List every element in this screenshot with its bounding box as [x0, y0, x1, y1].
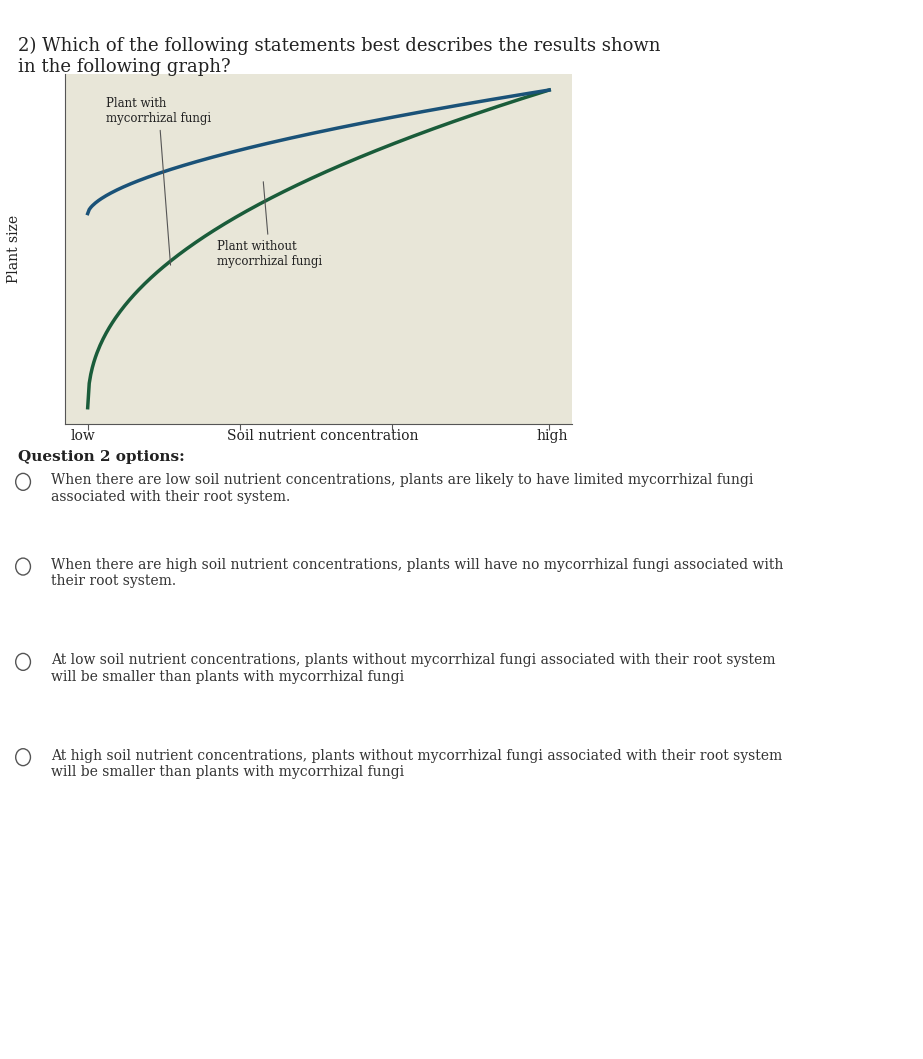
- Text: Question 2 options:: Question 2 options:: [18, 450, 186, 464]
- Text: Plant size: Plant size: [6, 215, 21, 283]
- Text: When there are high soil nutrient concentrations, plants will have no mycorrhiza: When there are high soil nutrient concen…: [51, 558, 783, 589]
- Text: At low soil nutrient concentrations, plants without mycorrhizal fungi associated: At low soil nutrient concentrations, pla…: [51, 653, 775, 684]
- Text: At high soil nutrient concentrations, plants without mycorrhizal fungi associate: At high soil nutrient concentrations, pl…: [51, 749, 782, 779]
- Text: 2) Which of the following statements best describes the results shown
in the fol: 2) Which of the following statements bes…: [18, 37, 661, 76]
- Text: Plant without
mycorrhizal fungi: Plant without mycorrhizal fungi: [217, 182, 322, 268]
- Text: Plant with
mycorrhizal fungi: Plant with mycorrhizal fungi: [106, 96, 211, 265]
- Text: high: high: [536, 429, 568, 443]
- Text: low: low: [70, 429, 95, 443]
- Text: Soil nutrient concentration: Soil nutrient concentration: [227, 429, 419, 443]
- Text: When there are low soil nutrient concentrations, plants are likely to have limit: When there are low soil nutrient concent…: [51, 473, 753, 504]
